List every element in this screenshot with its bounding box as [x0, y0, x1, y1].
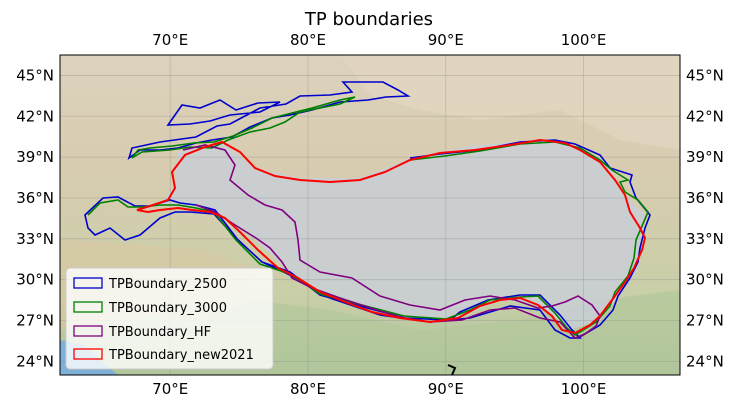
lat-tick-label-right: 39°N: [686, 148, 724, 166]
legend-box: [65, 267, 274, 370]
boundary-new2021-line: [136, 138, 647, 335]
lon-tick-label-bottom: 100°E: [561, 380, 607, 398]
coast-fragment: [447, 364, 457, 375]
legend-entry-hf: TPBoundary_HF: [73, 325, 211, 340]
lat-tick-label-left: 36°N: [16, 189, 54, 207]
lat-tick-label-right: 33°N: [686, 230, 724, 248]
lat-tick-label-left: 42°N: [16, 107, 54, 125]
legend-swatch: [73, 348, 103, 360]
lat-tick-label-right: 27°N: [686, 312, 724, 330]
boundary-hf-line: [182, 144, 601, 339]
lat-tick-label-right: 45°N: [686, 66, 724, 84]
legend-entry-3000: TPBoundary_3000: [73, 301, 227, 316]
desert-patch: [340, 55, 680, 150]
legend: TPBoundary_2500 TPBoundary_3000 TPBounda…: [65, 267, 274, 370]
boundary-3000-line: [87, 96, 649, 336]
lon-tick-label-bottom: 80°E: [290, 380, 326, 398]
lat-tick-label-right: 24°N: [686, 352, 724, 370]
lon-tick-label-bottom: 70°E: [152, 380, 188, 398]
lon-tick-label-bottom: 90°E: [428, 380, 464, 398]
axis-ticks: 70°E 70°E 80°E 80°E 90°E 90°E 100°E 100°E 24°N 24…: [16, 31, 724, 398]
lat-tick-label-left: 27°N: [16, 312, 54, 330]
legend-swatch: [73, 325, 103, 337]
legend-label: TPBoundary_new2021: [108, 348, 254, 363]
lat-tick-label-left: 33°N: [16, 230, 54, 248]
map-frame: [59, 54, 681, 376]
legend-entry-new2021: TPBoundary_new2021: [73, 348, 254, 363]
legend-swatch: [73, 277, 103, 289]
lon-tick-label-top: 90°E: [428, 31, 464, 49]
plateau-region: [160, 140, 645, 330]
legend-swatch: [73, 301, 103, 313]
lat-tick-label-right: 30°N: [686, 271, 724, 289]
legend-label: TPBoundary_3000: [108, 301, 227, 316]
legend-entry-2500: TPBoundary_2500: [73, 277, 227, 292]
lat-tick-label-right: 42°N: [686, 107, 724, 125]
lon-tick-label-top: 70°E: [152, 31, 188, 49]
lon-tick-label-top: 100°E: [561, 31, 607, 49]
map-title: TP boundaries: [304, 9, 433, 30]
lat-tick-label-left: 45°N: [16, 66, 54, 84]
legend-label: TPBoundary_HF: [108, 325, 211, 340]
lat-tick-label-left: 24°N: [16, 352, 54, 370]
lon-tick-label-top: 80°E: [290, 31, 326, 49]
lat-tick-label-left: 30°N: [16, 271, 54, 289]
lat-tick-label-left: 39°N: [16, 148, 54, 166]
lat-tick-label-right: 36°N: [686, 189, 724, 207]
legend-label: TPBoundary_2500: [108, 277, 227, 292]
